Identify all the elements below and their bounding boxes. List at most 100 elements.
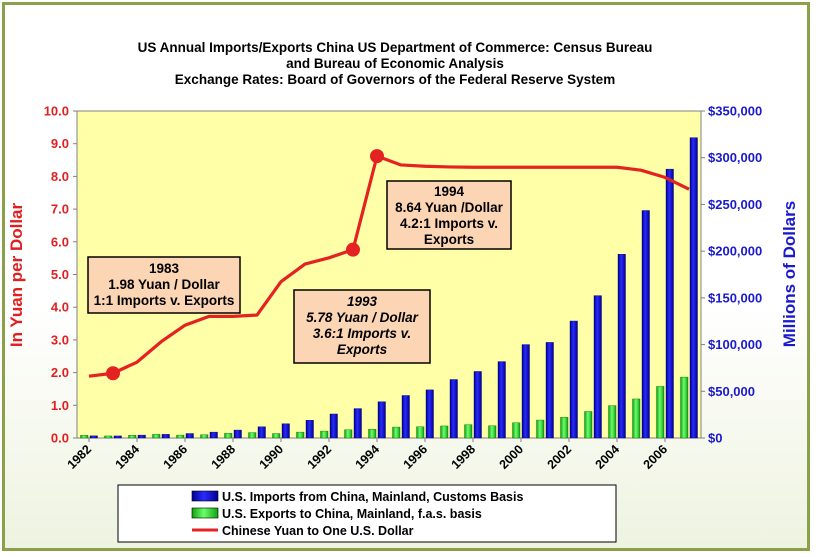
bar-imports-2003 (593, 295, 602, 439)
bar-imports-1983 (113, 435, 122, 439)
annotation-1983-line-2: 1.98 Yuan / Dollar (108, 277, 220, 292)
yuan-marker-1994 (370, 149, 384, 164)
bar-imports-1990 (281, 423, 290, 439)
annotation-1983-box (87, 256, 241, 314)
bar-exports-1984 (128, 435, 137, 439)
chart-title-line-1: US Annual Imports/Exports China US Depar… (138, 40, 653, 55)
bar-imports-1987 (209, 431, 218, 439)
bar-exports-1999 (488, 425, 497, 439)
bar-imports-1993 (353, 408, 362, 439)
legend-swatch-imports (191, 490, 219, 502)
bar-exports-1985 (152, 434, 161, 439)
bar-imports-2007 (689, 137, 698, 439)
right-tick-label: $150,000 (708, 290, 762, 305)
annotation-1993-box (293, 289, 431, 364)
bar-imports-1998 (473, 371, 482, 439)
bar-imports-2000 (521, 344, 530, 439)
bar-exports-2002 (560, 417, 569, 439)
bar-imports-1994 (377, 401, 386, 439)
left-tick-label: 5.0 (51, 267, 69, 282)
bar-imports-2001 (545, 342, 554, 439)
annotation-1993-line-1: 1993 (347, 294, 378, 309)
x-tick-label: 1996 (401, 442, 431, 472)
x-tick-label: 1994 (353, 442, 383, 472)
bar-imports-2006 (665, 168, 674, 439)
right-tick-label: $0 (708, 431, 722, 446)
right-tick-label: $300,000 (708, 150, 762, 165)
annotation-1994-line-2: 8.64 Yuan /Dollar (395, 200, 504, 215)
bar-imports-1999 (497, 361, 506, 439)
annotation-1994-line-3: 4.2:1 Imports v. (400, 216, 498, 231)
legend: U.S. Imports from China, Mainland, Custo… (117, 484, 617, 543)
bar-exports-1988 (224, 433, 233, 439)
x-tick-label: 1988 (209, 442, 239, 472)
left-tick-label: 6.0 (51, 234, 69, 249)
bar-imports-1989 (257, 426, 266, 439)
annotation-1993-line-3: 3.6:1 Imports v. (313, 326, 411, 341)
bar-exports-1982 (80, 435, 89, 439)
legend-label-yuan: Chinese Yuan to One U.S. Dollar (222, 524, 414, 538)
x-axis: 1982 1984 1986 1988 1990 1992 1994 1996 1998 2000… (65, 438, 670, 472)
left-tick-label: 9.0 (51, 136, 69, 151)
left-tick-label: 4.0 (51, 300, 69, 315)
bar-exports-1983 (104, 435, 113, 439)
bar-exports-2006 (656, 386, 665, 439)
annotation-1993: 1993 5.78 Yuan / Dollar 3.6:1 Imports v.… (293, 289, 431, 364)
legend-label-exports: U.S. Exports to China, Mainland, f.a.s. … (222, 507, 482, 521)
left-tick-label: 1.0 (51, 398, 69, 413)
left-tick-label: 10.0 (44, 104, 69, 119)
bar-imports-1984 (137, 434, 146, 439)
x-tick-label: 1992 (305, 442, 335, 472)
bar-exports-2000 (512, 422, 521, 439)
bar-imports-2002 (569, 320, 578, 439)
bar-exports-1996 (416, 426, 425, 439)
bar-imports-2005 (641, 210, 650, 439)
bar-imports-2004 (617, 254, 626, 439)
bar-exports-1991 (296, 431, 305, 439)
bar-exports-1993 (344, 429, 353, 439)
right-axis: $0 $50,000 $100,000 $150,000 $200,000 $250,00… (701, 104, 762, 446)
right-tick-label: $200,000 (708, 244, 762, 259)
bar-exports-2003 (584, 411, 593, 439)
bar-exports-1994 (368, 429, 377, 439)
bar-imports-1985 (161, 434, 170, 439)
yuan-marker-1983 (106, 366, 120, 381)
bars-group (80, 137, 698, 439)
left-tick-label: 2.0 (51, 365, 69, 380)
left-tick-label: 8.0 (51, 169, 69, 184)
bar-exports-1987 (200, 434, 209, 439)
bar-imports-1988 (233, 429, 242, 439)
bar-exports-1989 (248, 432, 257, 439)
annotation-1994: 1994 8.64 Yuan /Dollar 4.2:1 Imports v. … (386, 180, 512, 250)
x-tick-label: 2004 (593, 442, 623, 472)
x-tick-label: 1986 (161, 442, 191, 472)
bar-imports-1995 (401, 395, 410, 439)
legend-label-imports: U.S. Imports from China, Mainland, Custo… (222, 490, 523, 504)
x-tick-label: 2000 (497, 442, 527, 472)
yuan-line (88, 154, 690, 378)
left-tick-label: 0.0 (51, 431, 69, 446)
annotation-1983-line-3: 1:1 Imports v. Exports (94, 293, 235, 308)
legend-swatch-exports (191, 507, 219, 519)
x-tick-label: 1998 (449, 442, 479, 472)
right-tick-label: $250,000 (708, 197, 762, 212)
bar-exports-2005 (632, 398, 641, 439)
annotation-1994-box (386, 180, 512, 250)
right-tick-label: $100,000 (708, 337, 762, 352)
bar-exports-1992 (320, 430, 329, 439)
annotation-1993-line-2: 5.78 Yuan / Dollar (306, 310, 419, 325)
annotation-1994-line-1: 1994 (434, 184, 465, 199)
bar-exports-2007 (680, 376, 689, 439)
bar-exports-1997 (440, 425, 449, 439)
bar-imports-1996 (425, 389, 434, 439)
right-axis-title: Millions of Dollars (780, 201, 799, 347)
annotation-1994-line-4: Exports (424, 232, 474, 247)
bar-exports-1995 (392, 426, 401, 439)
x-tick-label: 2002 (545, 442, 575, 472)
right-tick-label: $350,000 (708, 104, 762, 119)
right-tick-label: $50,000 (708, 384, 755, 399)
bar-imports-1982 (89, 435, 98, 439)
bar-imports-1997 (449, 379, 458, 439)
x-tick-label: 1982 (65, 442, 95, 472)
